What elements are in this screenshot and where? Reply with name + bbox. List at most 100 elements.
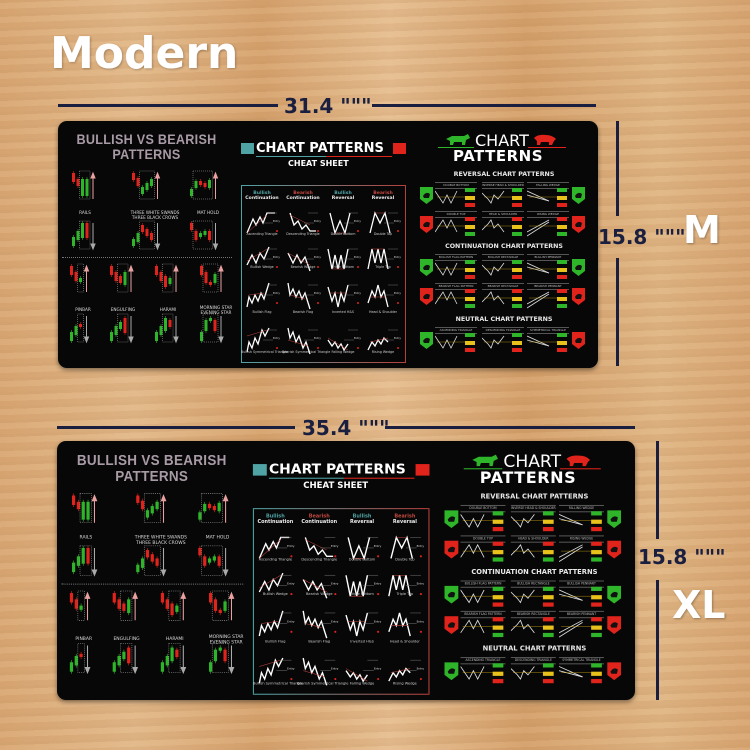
arrow-down-icon: [218, 316, 224, 344]
target-label: [591, 511, 602, 516]
candle: [141, 187, 144, 194]
pattern-diagram: [510, 617, 554, 638]
pattern-name: DOUBLE BOTTOM: [460, 504, 506, 512]
entry-label: Entry: [373, 582, 382, 586]
column-header: Bearish Continuation: [283, 191, 323, 201]
pattern-diagram: [246, 212, 278, 234]
stop-label: [591, 541, 602, 546]
pattern-name: Bearish Flag: [308, 639, 331, 644]
arrow-up-icon: [222, 494, 229, 523]
entry-label: Entry: [287, 667, 295, 671]
pattern-diagram: [246, 282, 278, 308]
stop-marker: [357, 347, 359, 349]
bearish-candle-pattern: [153, 312, 181, 348]
candle: [71, 562, 76, 573]
trend-line: [303, 579, 327, 593]
price-line: [559, 514, 583, 526]
pattern-label: HARAMI: [148, 636, 202, 641]
entry-label: [591, 550, 602, 555]
column-header-category: Continuation: [301, 519, 338, 525]
pattern-diagram: [460, 617, 504, 638]
candle: [70, 266, 73, 275]
arrow-up-icon: [91, 494, 98, 523]
left-panel-title: BULLISH VS BEARISH PATTERNS: [66, 452, 237, 484]
price-line: [327, 339, 349, 352]
height-dimension-line: [656, 441, 659, 539]
stop-marker: [290, 555, 293, 558]
cheat-sheet-grid: [241, 185, 406, 363]
price-line: [527, 221, 550, 237]
candle: [119, 322, 122, 329]
bear-badge-icon: [607, 540, 622, 559]
pattern-diagram: [345, 612, 380, 637]
pattern-label: THREE WHITE SWANDS THREE BLACK CROWS: [123, 534, 198, 544]
stop-label: [492, 541, 504, 546]
candle: [204, 272, 208, 283]
pattern-diagram: [287, 282, 319, 310]
pattern-name: DESCENDING TRIANGLE: [510, 657, 556, 664]
stop-marker: [290, 630, 293, 633]
highlight-box: [77, 263, 84, 293]
pattern-name: EVENING STAR: [209, 639, 243, 645]
candle: [208, 180, 211, 188]
highlight-box: [77, 313, 84, 343]
candle: [203, 556, 207, 566]
pattern-name: Triple Bottom: [350, 591, 374, 597]
stop-label: [512, 289, 522, 293]
candle: [208, 231, 211, 240]
stop-marker: [334, 677, 337, 681]
size-label: XL: [672, 583, 726, 627]
arrow-up-icon: [154, 171, 161, 199]
pattern-name: BEARISH FLAG PATTERN: [435, 283, 477, 290]
pattern-name: RISING WEDGE: [527, 211, 569, 218]
entry-label: Entry: [331, 667, 339, 671]
pad-artwork: BULLISH VS BEARISH PATTERNS RAILS THREE WHI…: [58, 121, 598, 368]
entry-label: [465, 341, 475, 345]
target-label: [492, 586, 504, 591]
candle: [198, 547, 202, 556]
pattern-name: Bearish Wedge: [290, 265, 316, 269]
candle: [141, 500, 145, 510]
pattern-name: Double Bottom: [348, 557, 376, 562]
candle: [79, 324, 82, 327]
arrow-down-icon: [154, 223, 161, 251]
price-line: [510, 589, 535, 604]
candle: [81, 179, 84, 196]
stop-marker: [317, 230, 319, 232]
arrow-up-icon: [132, 591, 139, 621]
candle: [76, 556, 81, 566]
pattern-name: Bullish Wedge: [250, 265, 274, 269]
stop-marker: [419, 677, 423, 681]
stop-marker: [419, 593, 423, 596]
price-line: [482, 262, 505, 276]
pattern-name: DOUBLE TOP: [435, 211, 477, 218]
price-line: [369, 211, 391, 234]
candle: [145, 183, 149, 190]
mouse-pad-xl: BULLISH VS BEARISH PATTERNS RAILS THREE WHI…: [57, 441, 635, 700]
arrow-up-icon: [218, 264, 224, 292]
bear-badge-icon: [607, 616, 622, 634]
candle: [70, 332, 73, 341]
pattern-diagram: [258, 610, 293, 637]
pattern-name: Descending Triangle: [286, 232, 320, 236]
target-label: [591, 632, 602, 638]
candle: [213, 649, 218, 662]
candle: [79, 278, 82, 282]
pattern-name: THREE WHITE SWANDS: [130, 210, 180, 215]
entry-label: [591, 671, 602, 676]
target-label: [492, 557, 504, 562]
pattern-diagram: [302, 610, 337, 639]
pattern-diagram: [527, 188, 567, 207]
bull-icon: [446, 134, 470, 145]
price-line: [559, 670, 583, 678]
right-panel-subtitle: PATTERNS: [479, 468, 577, 488]
right-panel-title: CHART: [503, 451, 562, 472]
heading: Modern: [50, 28, 239, 79]
trend-line: [248, 292, 265, 296]
candle: [223, 601, 227, 611]
pattern-name: Descending Triangle: [301, 557, 338, 562]
candle: [132, 239, 135, 246]
stop-label: [512, 203, 522, 207]
target-label: [512, 333, 522, 337]
pattern-diagram: [258, 536, 293, 559]
